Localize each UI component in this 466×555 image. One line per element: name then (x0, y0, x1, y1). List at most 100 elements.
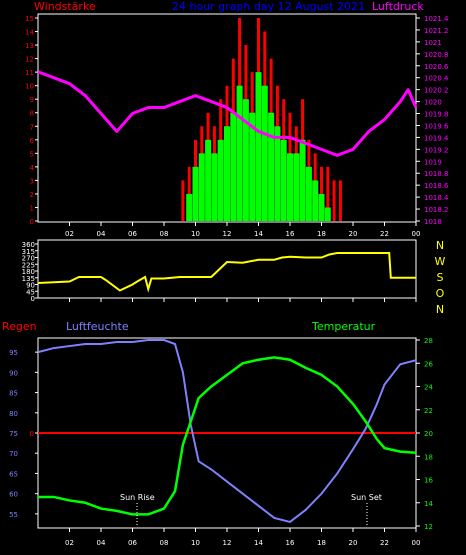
pressure-tick-label: 1019.6 (424, 122, 449, 130)
direction-line (37, 252, 416, 293)
compass-label: S (437, 271, 444, 284)
humidity-series (37, 339, 417, 524)
hour-tick-label: 12 (223, 230, 232, 238)
wind-avg-bar (242, 99, 249, 221)
wind-tick-label: 15 (25, 15, 34, 23)
wind-avg-bar (299, 139, 306, 221)
wind-tick-label: 6 (30, 137, 35, 145)
pressure-tick-label: 1020 (424, 99, 442, 107)
pressure-tick-label: 1018 (424, 218, 442, 226)
temperature-tick-label: 16 (424, 477, 433, 485)
temperature-line (38, 356, 417, 516)
wind-avg-bar (324, 207, 331, 221)
pressure-line (37, 70, 418, 157)
temperature-tick-label: 14 (424, 500, 433, 508)
hour-tick-label: 20 (349, 539, 358, 547)
pressure-tick-label: 1018.2 (424, 206, 449, 214)
pressure-tick-label: 1018.6 (424, 182, 449, 190)
hour-tick-label: 02 (65, 230, 74, 238)
compass-label: W (435, 255, 446, 268)
wind-tick-label: 2 (30, 191, 34, 199)
temperature-label: Temperatur (311, 320, 376, 333)
degree-tick-label: 225 (22, 261, 35, 269)
degree-tick-label: 0 (31, 295, 35, 303)
hour-tick-label: 14 (254, 230, 263, 238)
hour-tick-label: 12 (223, 539, 232, 547)
temperature-tick-label: 18 (424, 453, 433, 461)
humidity-tick-label: 80 (9, 410, 18, 418)
degree-tick-label: 45 (26, 288, 35, 296)
pressure-tick-label: 1020.4 (424, 75, 449, 83)
wind-tick-label: 4 (30, 164, 35, 172)
hour-tick-label: 06 (128, 230, 137, 238)
pressure-tick-label: 1018.4 (424, 194, 449, 202)
pressure-tick-label: 1019 (424, 158, 442, 166)
wind-strength-label: Windstärke (34, 0, 96, 13)
wind-avg-bar (186, 193, 193, 221)
humidity-tick-label: 90 (9, 369, 18, 377)
wind-bars (181, 18, 342, 222)
wind-max-bar (181, 180, 185, 221)
wind-tick-label: 7 (30, 123, 34, 131)
wind-max-bar (338, 180, 342, 221)
wind-tick-label: 10 (25, 83, 34, 91)
temperature-tick-label: 26 (424, 360, 433, 368)
pressure-tick-label: 1020.2 (424, 87, 449, 95)
wind-avg-bar (224, 126, 230, 221)
rain-label: Regen (2, 320, 37, 333)
hour-tick-label: 04 (97, 539, 106, 547)
wind-avg-bar (305, 166, 312, 221)
wind-tick-label: 0 (30, 218, 34, 226)
pressure-label: Luftdruck (372, 0, 424, 13)
humidity-tick-label: 60 (9, 491, 18, 499)
hour-tick-label: 18 (317, 539, 326, 547)
degree-tick-label: 90 (26, 282, 35, 290)
hour-tick-label: 14 (254, 539, 263, 547)
wind-avg-bar (293, 153, 300, 221)
wind-avg-bar (205, 139, 212, 221)
wind-avg-bar (318, 193, 325, 221)
hour-tick-label: 18 (317, 230, 326, 238)
wind-avg-bar (217, 139, 224, 221)
humidity-tick-label: 85 (9, 390, 18, 398)
wind-tick-label: 1 (30, 204, 34, 212)
wind-avg-bar (268, 112, 275, 221)
pressure-tick-label: 1019.4 (424, 134, 449, 142)
humidity-tick-label: 65 (9, 470, 18, 478)
pressure-tick-label: 1020.8 (424, 51, 449, 59)
hour-tick-label: 02 (65, 539, 74, 547)
hour-tick-label: 00 (412, 230, 421, 238)
pressure-tick-label: 1019.8 (424, 111, 449, 119)
degree-tick-label: 315 (22, 248, 35, 256)
wind-tick-label: 9 (30, 96, 34, 104)
hour-tick-label: 22 (380, 539, 389, 547)
hour-tick-label: 08 (160, 230, 169, 238)
compass-label: O (436, 287, 445, 300)
pressure-tick-label: 1021.2 (424, 27, 449, 35)
humidity-line (37, 339, 417, 524)
humidity-tick-label: 95 (9, 349, 18, 357)
rain-tick-label: 0 (30, 430, 34, 438)
degree-tick-label: 135 (22, 275, 35, 283)
hour-tick-label: 04 (97, 230, 106, 238)
humidity-tick-label: 75 (9, 430, 18, 438)
temperature-tick-label: 12 (424, 523, 433, 531)
hour-tick-label: 06 (128, 539, 137, 547)
wind-max-bar (326, 166, 330, 221)
humidity-label: Luftfeuchte (66, 320, 129, 333)
wind-direction-panel (37, 239, 417, 299)
wind-max-bar (332, 180, 336, 221)
sunrise-label: Sun Rise (120, 493, 155, 502)
hour-tick-label: 16 (286, 539, 295, 547)
hour-tick-label: 10 (191, 230, 200, 238)
hour-tick-label: 16 (286, 230, 295, 238)
wind-tick-label: 5 (30, 150, 34, 158)
compass-label: N (436, 303, 444, 316)
chart-title: 24 hour graph day 12 August 2021 (172, 0, 365, 13)
pressure-tick-label: 1018.8 (424, 170, 449, 178)
temperature-tick-label: 28 (424, 337, 433, 345)
pressure-tick-label: 1020.6 (424, 63, 449, 71)
wind-avg-bar (280, 139, 287, 221)
axis-ticks: 012345678910111213141510181018.21018.410… (9, 15, 449, 547)
